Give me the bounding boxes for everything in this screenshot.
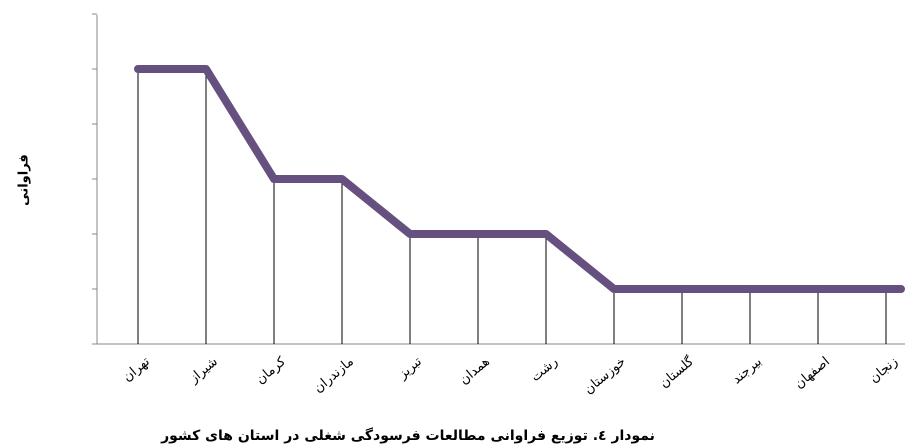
x-tick-label: تبریز xyxy=(395,354,425,383)
chart-title: نمودار ٤. توزیع فراوانی مطالعات فرسودگی … xyxy=(160,427,655,444)
x-tick-label: زنجان xyxy=(867,354,901,386)
x-tick-label: گلستان xyxy=(656,353,697,391)
x-tick-label: خوزستان xyxy=(581,354,628,397)
x-tick-label: رشت xyxy=(528,354,561,385)
y-axis-label: فراوانی xyxy=(17,154,32,206)
x-tick-label: شیراز xyxy=(186,354,221,387)
x-tick-label: اصفهان xyxy=(792,354,833,392)
x-tick-label: بیرجند xyxy=(730,354,765,387)
x-tick-label: تهران xyxy=(120,354,153,385)
x-tick-label: مازندران xyxy=(311,354,357,396)
x-tick-label: کرمان xyxy=(253,354,289,388)
x-tick-label: همدان xyxy=(457,354,493,388)
line-series xyxy=(134,65,905,293)
